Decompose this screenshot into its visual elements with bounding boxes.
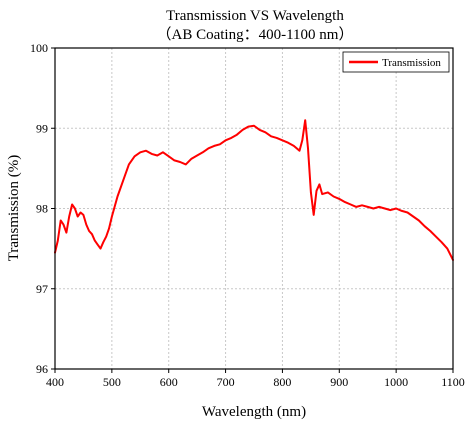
- y-tick-label: 98: [36, 202, 48, 216]
- chart-subtitle: （AB Coating：400-1100 nm）: [157, 26, 354, 43]
- y-tick-label: 96: [36, 362, 48, 376]
- y-axis-label: Transmission (%): [6, 155, 22, 262]
- y-tick-label: 100: [30, 41, 48, 55]
- plot-area: [54, 119, 454, 261]
- legend-box: [342, 51, 450, 73]
- x-tick-label: 1100: [441, 375, 465, 389]
- x-tick-label: 700: [217, 375, 235, 389]
- legend-label: Transmission: [382, 57, 441, 69]
- x-tick-label: 900: [330, 375, 348, 389]
- x-tick-label: 800: [273, 375, 291, 389]
- x-tick-label: 600: [160, 375, 178, 389]
- y-tick-label: 99: [36, 121, 48, 135]
- chart-title: Transmission VS Wavelength: [166, 8, 344, 24]
- x-tick-label: 1000: [384, 375, 408, 389]
- plot-frame: [54, 47, 454, 370]
- series-line-transmission: [54, 119, 454, 261]
- legend: Transmission: [342, 51, 450, 73]
- axis-ticks: 400 500 600 700 800 900 1000 1100 96 97 98 99 100: [30, 41, 465, 389]
- x-axis-label: Wavelength (nm): [202, 404, 306, 420]
- x-tick-label: 500: [103, 375, 121, 389]
- x-tick-label: 400: [46, 375, 64, 389]
- y-tick-label: 97: [36, 282, 48, 296]
